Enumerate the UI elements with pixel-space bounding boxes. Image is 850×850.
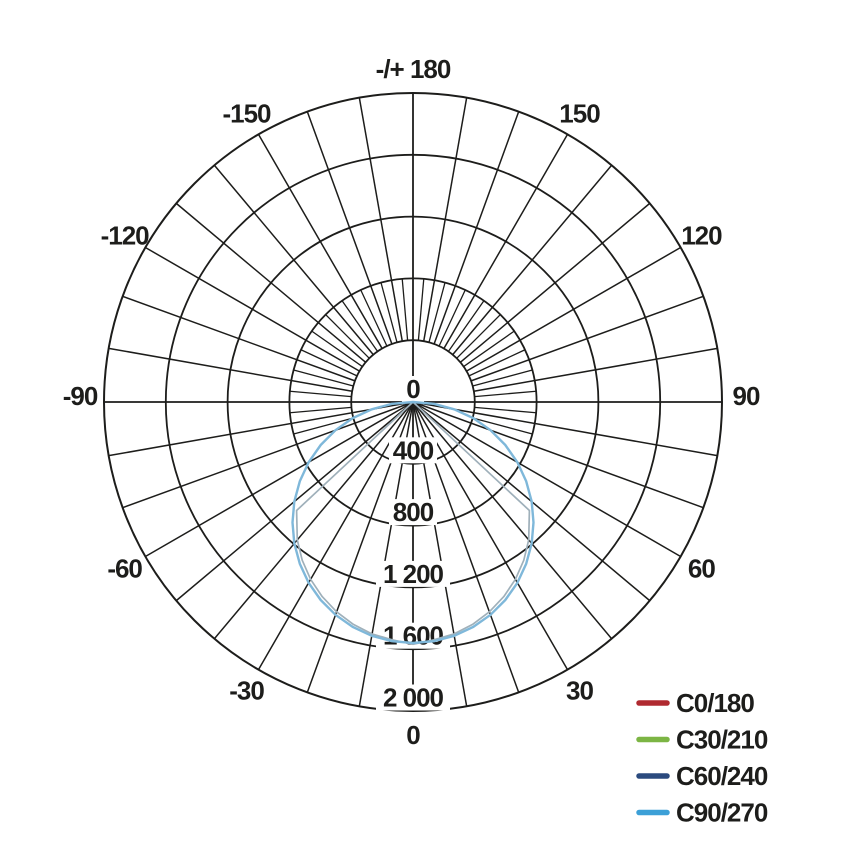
legend: C0/180 C30/210 C60/240 C90/270 <box>636 688 769 828</box>
angle-label: 60 <box>688 554 715 584</box>
legend-item-label: C0/180 <box>676 688 754 718</box>
grid-spoke <box>433 111 520 345</box>
grid-fine-spoke <box>472 369 533 387</box>
grid-spoke <box>473 347 718 393</box>
grid-spoke <box>257 134 383 349</box>
angle-label: -60 <box>107 554 142 584</box>
grid-fine-spoke <box>293 417 354 435</box>
angle-label: -/+ 180 <box>376 54 451 84</box>
ring-value-label: 800 <box>393 497 434 527</box>
ring-value-label: 1 200 <box>383 559 444 589</box>
grid-fine-spoke <box>289 390 352 398</box>
grid-fine-spoke <box>325 314 370 359</box>
radial-axis-labels: 0 400 800 1 200 1 600 2 000 <box>376 374 450 713</box>
grid-spoke <box>145 246 360 372</box>
grid-fine-spoke <box>360 289 388 347</box>
curve-c90-270 <box>291 400 535 645</box>
grid-fine-spoke <box>341 300 379 352</box>
legend-item-label: C30/210 <box>676 725 768 755</box>
ring-value-label: 1 600 <box>383 621 444 651</box>
ring-label-background <box>376 560 450 587</box>
grid-spoke <box>213 164 374 356</box>
ring-label-background <box>389 437 437 464</box>
grid-spoke <box>470 295 704 382</box>
grid-spoke <box>452 164 613 356</box>
legend-item-label: C90/270 <box>676 798 768 828</box>
grid-spoke <box>306 111 393 345</box>
grid-fine-spoke <box>401 278 409 341</box>
grid-spoke <box>412 401 613 640</box>
grid-spoke <box>459 202 651 363</box>
grid-fine-spoke <box>311 330 363 368</box>
grid-spoke <box>213 401 414 640</box>
grid-spoke <box>358 97 404 342</box>
grid-spoke <box>122 295 356 382</box>
angle-label: 0 <box>406 720 420 750</box>
grid-spoke <box>175 202 367 363</box>
angle-label: 150 <box>559 99 600 129</box>
angle-label: -120 <box>101 221 150 251</box>
grid-spoke <box>412 401 704 509</box>
grid-fine-spoke <box>474 390 537 398</box>
grid-fine-spoke <box>474 406 537 414</box>
grid-fine-spoke <box>447 300 485 352</box>
ring-value-label: 0 <box>406 374 420 404</box>
grid-fine-spoke <box>300 349 358 377</box>
ring-label-background <box>389 499 437 526</box>
grid-spoke <box>257 401 414 670</box>
grid-spoke <box>145 401 414 558</box>
grid-fine-spoke <box>289 406 352 414</box>
grid-fine-spoke <box>380 282 398 343</box>
grid-spoke <box>122 401 414 509</box>
intensity-curves <box>291 400 535 646</box>
grid-fine-spoke <box>417 278 425 341</box>
ring-value-label: 2 000 <box>383 683 444 713</box>
angle-label: -90 <box>63 381 98 411</box>
grid-fine-spoke <box>468 349 526 377</box>
grid-spoke <box>412 401 569 670</box>
angle-label: -150 <box>222 99 271 129</box>
grid-fine-spoke <box>438 289 466 347</box>
ring-label-background <box>402 376 424 402</box>
angle-axis-labels: -/+ 180 150 120 90 60 30 0 -30 -60 -90 -120 -150 <box>63 54 761 750</box>
legend-item-label: C60/240 <box>676 761 768 791</box>
grid-spoke <box>108 347 353 393</box>
grid-spoke <box>422 97 468 342</box>
grid-fine-spoke <box>463 330 515 368</box>
angle-label: 120 <box>681 221 722 251</box>
angle-label: 30 <box>566 675 593 705</box>
angle-label: -30 <box>229 675 264 705</box>
grid-spoke <box>412 401 718 457</box>
curve-c60-240 <box>295 401 531 646</box>
grid-spoke <box>108 401 414 457</box>
grid-fine-spoke <box>472 417 533 435</box>
grid-spoke <box>466 246 681 372</box>
ring-value-label: 400 <box>393 435 434 465</box>
ring-label-background <box>376 684 450 711</box>
grid-spoke <box>412 401 681 558</box>
angle-label: 90 <box>733 381 760 411</box>
grid-fine-spoke <box>428 282 446 343</box>
grid-spoke <box>443 134 569 349</box>
grid-fine-spoke <box>456 314 501 359</box>
grid-fine-spoke <box>293 369 354 387</box>
